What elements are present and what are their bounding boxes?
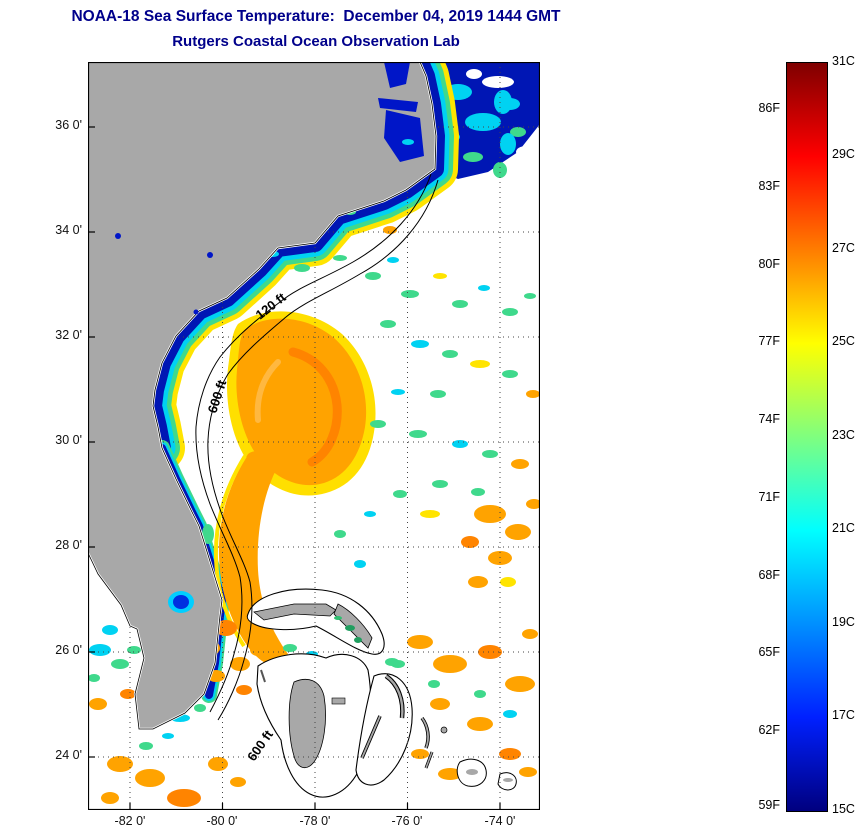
bimini-islands [260, 669, 266, 683]
chesapeake-mouth [384, 62, 410, 88]
colorbar-fahrenheit-label: 83F [758, 179, 780, 193]
colorbar-fahrenheit-label: 80F [758, 257, 780, 271]
colorbar-fahrenheit-label: 86F [758, 101, 780, 115]
colorbar-celsius-label: 15C [832, 802, 855, 816]
colorbar-celsius-label: 17C [832, 708, 855, 722]
y-tick-label: 26 0' [55, 643, 82, 657]
x-tick-label: -76 0' [391, 814, 423, 828]
colorbar-celsius-label: 25C [832, 334, 855, 348]
y-tick-label: 34 0' [55, 223, 82, 237]
cat-island [421, 717, 429, 749]
contour-120ft [195, 173, 432, 713]
exuma-chain [361, 715, 381, 759]
colorbar-celsius-label: 21C [832, 521, 855, 535]
colorbar-fahrenheit-label: 68F [758, 568, 780, 582]
x-tick-label: -80 0' [206, 814, 238, 828]
little-bahama-bank-contour [246, 588, 385, 655]
lake-okeechobee [168, 591, 194, 613]
y-tick-label: 28 0' [55, 538, 82, 552]
contour-600ft [207, 179, 439, 721]
san-salvador-island [440, 726, 448, 734]
colorbar-fahrenheit-label: 62F [758, 723, 780, 737]
pamlico-sound [384, 110, 424, 162]
figure-title: NOAA-18 Sea Surface Temperature: Decembe… [71, 8, 561, 25]
land-layer [86, 61, 438, 731]
figure-subtitle: Rutgers Coastal Ocean Observation Lab [172, 33, 460, 50]
colorbar-fahrenheit-label: 71F [758, 490, 780, 504]
colorbar-fahrenheit-label: 59F [758, 798, 780, 812]
long-island-bahamas [425, 751, 433, 769]
contour-label-600ft: 600 ft [205, 377, 230, 415]
colorbar-fahrenheit-label: 77F [758, 334, 780, 348]
colorbar-celsius-label: 27C [832, 241, 855, 255]
colorbar-celsius-label: 31C [832, 54, 855, 68]
map-plot-area: 120 ft 600 ft 600 ft [86, 39, 542, 811]
coastline [87, 61, 437, 730]
canaveral-green-patch [202, 524, 214, 544]
colorbar-celsius-label: 19C [832, 615, 855, 629]
plot-frame [87, 61, 541, 811]
x-tick-label: -78 0' [299, 814, 331, 828]
x-tick-label: -74 0' [484, 814, 516, 828]
warm-patches-east [461, 499, 542, 588]
land-us-southeast [88, 62, 436, 729]
temperature-colorbar [786, 62, 828, 812]
new-providence-island [331, 697, 346, 705]
colorbar-fahrenheit-label: 65F [758, 645, 780, 659]
y-tick-label: 24 0' [55, 748, 82, 762]
y-tick-label: 36 0' [55, 118, 82, 132]
florida-straits-patches [101, 704, 246, 807]
y-tick-label: 32 0' [55, 328, 82, 342]
colorbar-fahrenheit-label: 74F [758, 412, 780, 426]
andros-island [288, 679, 326, 769]
contour-label-600ft-bahamas: 600 ft [244, 727, 276, 764]
colorbar-celsius-label: 23C [832, 428, 855, 442]
albemarle-sound [378, 98, 418, 112]
gulf-stream-warm-core [226, 311, 376, 496]
x-tick-label: -82 0' [114, 814, 146, 828]
sst-map-canvas: 120 ft 600 ft 600 ft [86, 39, 542, 811]
y-tick-label: 30 0' [55, 433, 82, 447]
colorbar-celsius-label: 29C [832, 147, 855, 161]
eleuthera-island [385, 675, 404, 719]
